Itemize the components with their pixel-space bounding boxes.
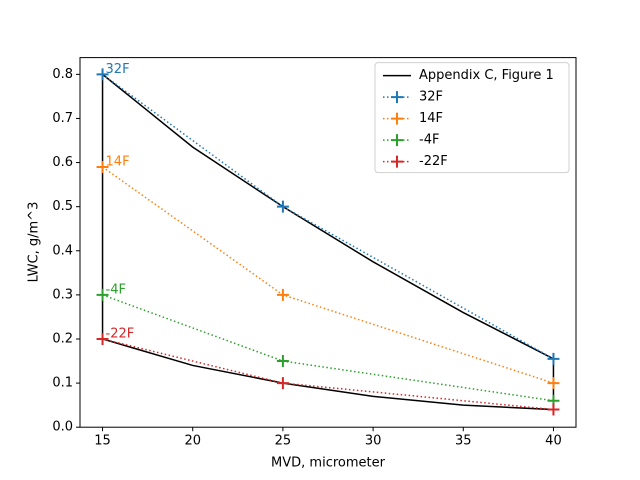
y-axis-label: LWC, g/m^3 <box>27 202 42 283</box>
x-tick-label: 25 <box>275 434 292 449</box>
y-tick-label: 0.7 <box>52 111 73 126</box>
series-line <box>102 166 554 384</box>
y-tick-label: 0.1 <box>52 376 73 391</box>
point-marker <box>276 200 289 213</box>
y-tick-label: 0.5 <box>52 199 73 214</box>
point-marker <box>276 377 289 390</box>
x-tick-label: 15 <box>94 434 111 449</box>
point-marker <box>547 377 560 390</box>
legend-marker <box>391 134 403 147</box>
legend-box <box>374 62 570 174</box>
point-annotation: -4F <box>106 282 126 297</box>
legend-label: -22F <box>419 154 448 169</box>
legend-label: -4F <box>419 133 439 148</box>
x-tick-label: 30 <box>365 434 382 449</box>
y-tick-label: 0.2 <box>52 331 73 346</box>
y-tick-label: 0.4 <box>52 243 73 258</box>
point-marker <box>276 355 289 368</box>
y-tick-label: 0.3 <box>52 287 73 302</box>
point-marker <box>96 160 109 173</box>
y-tick-label: 0.0 <box>52 420 73 435</box>
legend-label: 14F <box>419 111 443 126</box>
legend-marker <box>391 112 403 125</box>
x-axis-label: MVD, micrometer <box>271 456 386 471</box>
point-marker <box>96 288 109 301</box>
x-tick-label: 35 <box>455 434 472 449</box>
point-annotation: 32F <box>106 62 130 77</box>
point-marker <box>547 403 560 416</box>
legend-label: 32F <box>419 90 443 105</box>
series-line <box>102 338 554 411</box>
legend-marker <box>391 155 403 168</box>
series-line <box>102 294 554 402</box>
legend-label: Appendix C, Figure 1 <box>419 68 554 83</box>
point-annotation: 14F <box>106 154 130 169</box>
point-marker <box>96 68 109 81</box>
point-marker <box>96 332 109 345</box>
point-marker <box>276 288 289 301</box>
legend: Appendix C, Figure 1 32F 14F -4F -22F <box>374 62 570 174</box>
point-annotation: -22F <box>106 326 135 341</box>
y-tick-label: 0.8 <box>52 67 73 82</box>
x-tick-label: 40 <box>545 434 562 449</box>
y-tick-label: 0.6 <box>52 155 73 170</box>
x-tick-label: 20 <box>184 434 201 449</box>
plot-frame <box>79 57 577 428</box>
point-marker <box>547 352 560 365</box>
legend-marker <box>391 91 403 104</box>
